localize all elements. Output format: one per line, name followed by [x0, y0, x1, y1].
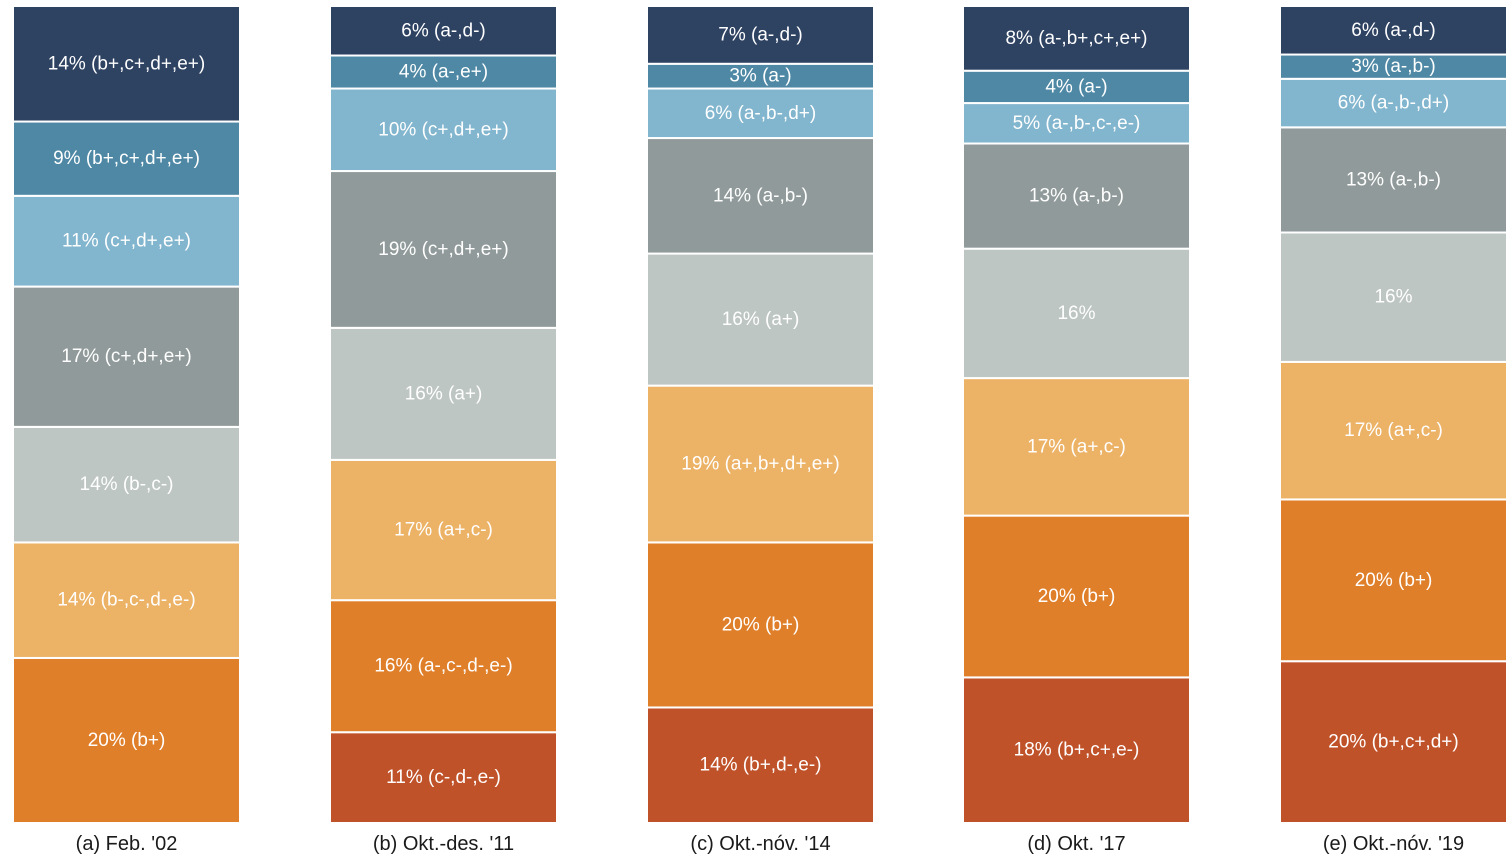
bar-segment — [646, 252, 875, 387]
segment-label: 20% (b+) — [88, 730, 166, 751]
segment-label: 14% (a-,b-) — [713, 185, 808, 206]
bar-column-4: 18% (b+,c+,e-) 20% (b+) 17% (a+,c-) 16% 13% … — [962, 5, 1191, 855]
bar-column-3: 14% (b+,d-,e-) 20% (b+) 19% (a+,b+,d+,e+) 1… — [646, 5, 875, 855]
segment-label: 11% (c-,d-,e-) — [386, 767, 501, 788]
segment-label: 9% (b+,c+,d+,e+) — [53, 148, 200, 169]
bar-segment — [1279, 498, 1506, 663]
bar-segment — [962, 377, 1191, 517]
segment-label: 6% (a-,d-) — [401, 20, 485, 41]
segment-label: 20% (b+) — [1355, 570, 1433, 591]
segment-label: 6% (a-,b-,d+) — [1338, 93, 1449, 114]
bar-segment — [329, 170, 558, 329]
bar-segment — [12, 194, 241, 288]
bar-segment — [12, 5, 241, 123]
category-label: (c) Okt.-nóv. '14 — [690, 833, 830, 855]
bar-segment — [646, 87, 875, 140]
segment-label: 4% (a-,e+) — [399, 62, 488, 83]
segment-label: 14% (b+,c+,d+,e+) — [48, 53, 205, 74]
segment-label: 3% (a-,b-) — [1351, 56, 1435, 77]
bar-segment — [329, 5, 558, 57]
segment-label: 20% (b+) — [722, 614, 800, 635]
bar-segment — [646, 706, 875, 825]
segment-label: 7% (a-,d-) — [718, 24, 802, 45]
segment-label: 17% (a+,c-) — [1027, 436, 1126, 457]
segment-label: 17% (a+,c-) — [394, 520, 493, 541]
bar-segment — [962, 514, 1191, 679]
bar-column-1: 20% (b+) 14% (b-,c-,d-,e-) 14% (b-,c-) 17% … — [12, 5, 241, 855]
bar-segment — [646, 137, 875, 255]
bar-segment — [12, 120, 241, 197]
segment-label: 16% — [1057, 303, 1095, 324]
segment-label: 17% (a+,c-) — [1344, 420, 1443, 441]
segment-label: 5% (a-,b-,c-,e-) — [1013, 113, 1141, 134]
bar-segment — [646, 541, 875, 709]
segment-label: 16% (a+) — [405, 383, 483, 404]
segment-label: 13% (a-,b-) — [1029, 186, 1124, 207]
segment-label: 4% (a-) — [1045, 76, 1107, 97]
segment-label: 6% (a-,b-,d+) — [705, 103, 816, 124]
bar-segment — [646, 5, 875, 65]
bar-segment — [962, 676, 1191, 825]
segment-label: 10% (c+,d+,e+) — [378, 119, 508, 140]
segment-label: 16% — [1374, 287, 1412, 308]
segment-label: 19% (a+,b+,d+,e+) — [681, 454, 839, 475]
segment-label: 18% (b+,c+,e-) — [1014, 740, 1140, 761]
segment-label: 14% (b+,d-,e-) — [700, 755, 822, 776]
segment-label: 20% (b+,c+,d+) — [1328, 732, 1458, 753]
bar-segment — [12, 541, 241, 659]
bar-column-2: 11% (c-,d-,e-) 16% (a-,c-,d-,e-) 17% (a+,c… — [329, 5, 558, 855]
category-label: (a) Feb. '02 — [76, 833, 178, 855]
bar-segment — [962, 102, 1191, 145]
segment-label: 8% (a-,b+,c+,e+) — [1005, 28, 1147, 49]
segment-label: 16% (a-,c-,d-,e-) — [374, 656, 512, 677]
segment-label: 19% (c+,d+,e+) — [378, 239, 508, 260]
bar-segment — [962, 142, 1191, 250]
bar-segment — [962, 5, 1191, 72]
bar-segment — [329, 599, 558, 734]
segment-label: 17% (c+,d+,e+) — [61, 346, 191, 367]
bar-segment — [12, 656, 241, 825]
segment-label: 14% (b-,c-) — [80, 474, 174, 495]
segment-label: 20% (b+) — [1038, 586, 1116, 607]
bar-column-5: 20% (b+,c+,d+) 20% (b+) 17% (a+,c-) 16% 13% … — [1279, 5, 1506, 855]
bar-segment — [1279, 5, 1506, 56]
segment-label: 6% (a-,d-) — [1351, 20, 1435, 41]
bar-segment — [1279, 126, 1506, 234]
bar-segment — [329, 87, 558, 173]
bar-segment — [962, 247, 1191, 380]
bar-segment — [646, 384, 875, 544]
segment-label: 16% (a+) — [722, 309, 800, 330]
category-label: (e) Okt.-nóv. '19 — [1323, 833, 1464, 855]
category-label: (b) Okt.-des. '11 — [373, 833, 514, 855]
segment-label: 14% (b-,c-,d-,e-) — [57, 590, 195, 611]
bar-segment — [1279, 53, 1506, 80]
bar-segment — [12, 285, 241, 428]
bar-segment — [1279, 360, 1506, 501]
segment-label: 13% (a-,b-) — [1346, 169, 1441, 190]
category-label: (d) Okt. '17 — [1027, 833, 1125, 855]
bar-segment — [1279, 231, 1506, 363]
bar-segment — [329, 731, 558, 825]
bar-segment — [329, 326, 558, 461]
segment-label: 3% (a-) — [729, 66, 791, 87]
bar-segment — [1279, 77, 1506, 129]
bar-segment — [329, 458, 558, 602]
segment-label: 11% (c+,d+,e+) — [62, 231, 191, 252]
